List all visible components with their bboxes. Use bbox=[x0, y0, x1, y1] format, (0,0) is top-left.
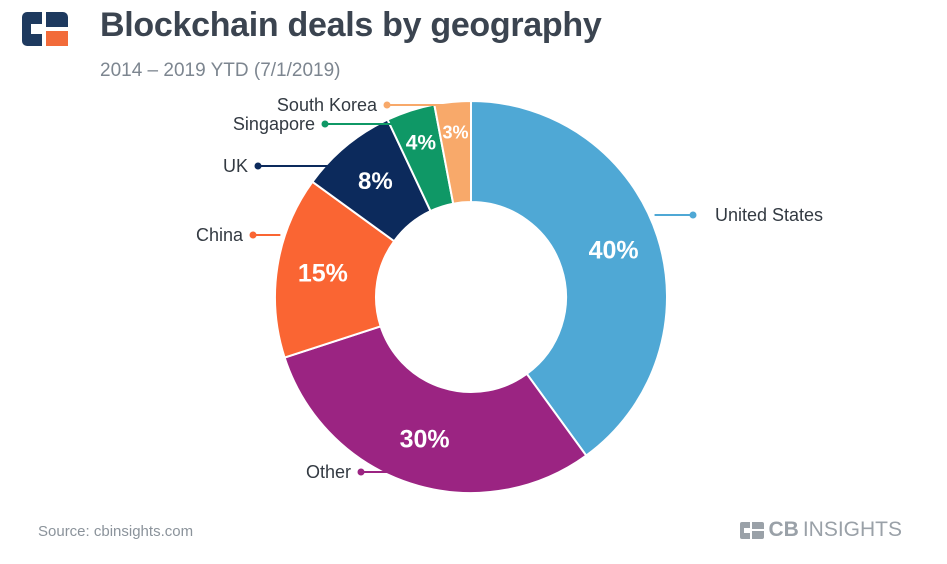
slice-value-uk: 8% bbox=[358, 168, 393, 195]
cb-insights-mark-icon bbox=[740, 521, 765, 539]
legend-label-china: China bbox=[196, 225, 244, 245]
leader-dot-united-states bbox=[689, 211, 697, 219]
chart-subtitle: 2014 – 2019 YTD (7/1/2019) bbox=[100, 60, 341, 81]
brand-logo: CB INSIGHTS bbox=[740, 518, 902, 542]
brand-text-bold: CB bbox=[768, 518, 799, 541]
legend-label-south-korea: South Korea bbox=[277, 95, 378, 115]
leader-dot-other bbox=[357, 468, 365, 476]
brand-text-light: INSIGHTS bbox=[802, 518, 902, 541]
slice-value-china: 15% bbox=[298, 260, 348, 288]
leader-dot-singapore bbox=[321, 120, 329, 128]
slice-value-south-korea: 3% bbox=[442, 123, 468, 143]
chart-title: Blockchain deals by geography bbox=[100, 6, 602, 44]
slice-other bbox=[283, 325, 588, 494]
legend-label-other: Other bbox=[306, 462, 351, 482]
cb-insights-logo-icon bbox=[22, 12, 68, 46]
leader-dot-uk bbox=[254, 162, 262, 170]
slice-value-singapore: 4% bbox=[406, 131, 437, 154]
slice-value-united-states: 40% bbox=[589, 237, 639, 265]
slice-south-korea bbox=[433, 99, 472, 205]
slice-united-states bbox=[470, 99, 668, 457]
slice-value-other: 30% bbox=[400, 426, 450, 454]
legend-label-singapore: Singapore bbox=[233, 114, 315, 134]
leader-dot-china bbox=[249, 231, 257, 239]
leader-dot-south-korea bbox=[383, 101, 391, 109]
legend-label-uk: UK bbox=[223, 156, 248, 176]
source-note: Source: cbinsights.com bbox=[38, 523, 194, 540]
legend-label-united-states: United States bbox=[715, 205, 823, 225]
